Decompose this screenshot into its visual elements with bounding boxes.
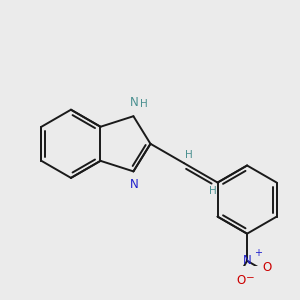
- Text: O: O: [236, 274, 245, 287]
- Text: N: N: [130, 178, 139, 191]
- Text: O: O: [262, 261, 272, 274]
- Text: H: H: [185, 150, 193, 160]
- Text: +: +: [254, 248, 262, 258]
- Text: H: H: [209, 186, 217, 196]
- Text: H: H: [140, 99, 147, 109]
- Text: −: −: [246, 273, 255, 283]
- Text: N: N: [130, 96, 139, 109]
- Text: N: N: [243, 254, 251, 267]
